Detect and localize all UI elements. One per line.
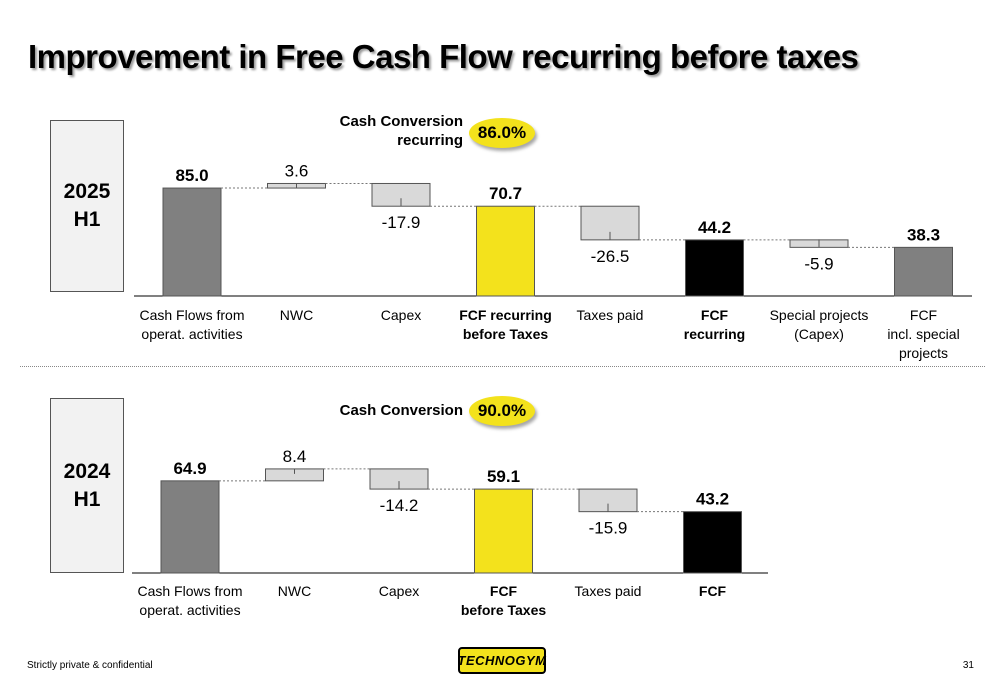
category-label-5: FCF bbox=[699, 583, 727, 599]
cash-conversion-label-line2: recurring bbox=[397, 132, 463, 149]
cash-conversion-badge: 90.0% bbox=[469, 396, 535, 426]
waterfall-chart-2024: 64.9 Cash Flows from operat. activities 8.4… bbox=[132, 447, 768, 618]
period-year: 2024 bbox=[63, 459, 111, 483]
page-number: 31 bbox=[962, 660, 974, 671]
category-label-2: Capex bbox=[381, 307, 421, 323]
category-label-1: NWC bbox=[278, 583, 311, 599]
waterfall-chart-2025: 85.0 Cash Flows from operat. activities 3.6… bbox=[134, 161, 972, 361]
cash-conversion-label: Cash Conversion bbox=[340, 401, 463, 420]
category-label-0: operat. activities bbox=[141, 326, 242, 342]
cash-conversion-label-line1: Cash Conversion bbox=[339, 113, 463, 130]
category-label-6: (Capex) bbox=[794, 326, 844, 342]
slide-title: Improvement in Free Cash Flow recurring … bbox=[28, 38, 859, 75]
data-label-6: -5.9 bbox=[804, 254, 833, 273]
bar-0 bbox=[162, 187, 222, 297]
category-label-3: FCF bbox=[490, 583, 518, 599]
bar-5 bbox=[683, 511, 742, 574]
data-label-1: 8.4 bbox=[283, 447, 307, 466]
bar-5 bbox=[685, 239, 744, 297]
confidentiality-note: Strictly private & confidential bbox=[27, 660, 153, 671]
category-label-3: FCF recurring bbox=[459, 307, 552, 323]
period-year: 2025 bbox=[63, 180, 111, 203]
period-box-2024: 2024 H1 bbox=[50, 398, 124, 573]
data-label-1: 3.6 bbox=[285, 161, 309, 180]
category-label-7: projects bbox=[899, 345, 948, 361]
bar-7 bbox=[894, 246, 953, 297]
technogym-logo: TECHNOGYM bbox=[458, 647, 546, 674]
category-label-6: Special projects bbox=[770, 307, 869, 323]
category-label-3: before Taxes bbox=[463, 326, 549, 342]
data-label-0: 64.9 bbox=[173, 459, 206, 478]
category-label-7: incl. special bbox=[887, 326, 959, 342]
period-half: H1 bbox=[73, 487, 101, 511]
bar-3 bbox=[476, 205, 535, 297]
category-label-0: operat. activities bbox=[139, 602, 240, 618]
cash-conversion-badge: 86.0% bbox=[469, 118, 535, 148]
data-label-7: 38.3 bbox=[907, 225, 940, 244]
data-label-2: -14.2 bbox=[380, 496, 419, 515]
data-label-3: 70.7 bbox=[489, 184, 522, 203]
category-label-0: Cash Flows from bbox=[137, 583, 242, 599]
category-label-1: NWC bbox=[280, 307, 313, 323]
category-label-3: before Taxes bbox=[461, 602, 547, 618]
category-label-2: Capex bbox=[379, 583, 419, 599]
data-label-2: -17.9 bbox=[382, 213, 421, 232]
data-label-4: -26.5 bbox=[591, 247, 630, 266]
category-label-5: recurring bbox=[684, 326, 745, 342]
data-label-5: 43.2 bbox=[696, 490, 729, 509]
category-label-7: FCF bbox=[910, 307, 937, 323]
data-label-0: 85.0 bbox=[175, 166, 208, 185]
bar-0 bbox=[160, 480, 220, 574]
data-label-4: -15.9 bbox=[589, 519, 628, 538]
period-box-2025: 2025 H1 bbox=[50, 120, 124, 292]
period-half: H1 bbox=[73, 208, 101, 231]
bar-3 bbox=[474, 488, 533, 574]
category-label-5: FCF bbox=[701, 307, 729, 323]
data-label-5: 44.2 bbox=[698, 218, 731, 237]
category-label-4: Taxes paid bbox=[575, 583, 642, 599]
cash-conversion-label: Cash Conversion recurring bbox=[340, 112, 463, 150]
cash-conversion-label-line1: Cash Conversion bbox=[339, 402, 463, 419]
data-label-3: 59.1 bbox=[487, 467, 520, 486]
category-label-0: Cash Flows from bbox=[139, 307, 244, 323]
section-divider bbox=[20, 366, 985, 367]
category-label-4: Taxes paid bbox=[577, 307, 644, 323]
